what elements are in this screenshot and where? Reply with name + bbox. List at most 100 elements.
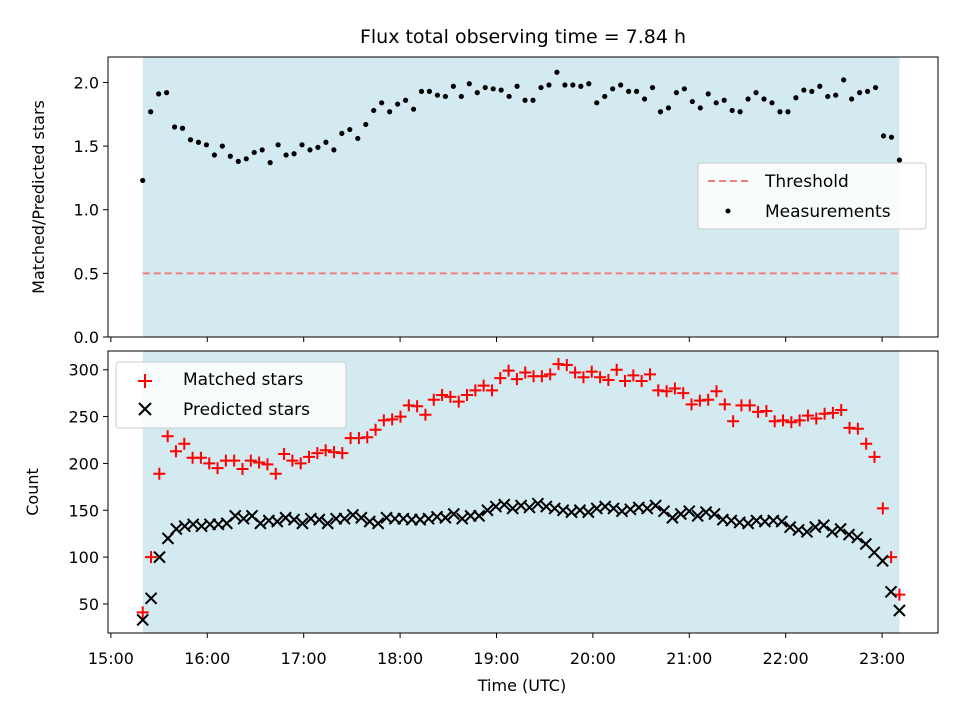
measurement-point: [817, 83, 823, 89]
predicted-star-point: [683, 504, 696, 518]
matched-star-point: [461, 389, 474, 402]
predicted-star-point: [666, 511, 679, 524]
measurement-point: [450, 83, 456, 89]
x-tick-label: 19:00: [473, 649, 519, 668]
predicted-star-point: [582, 505, 595, 519]
matched-star-point: [278, 448, 291, 461]
matched-star-point: [145, 551, 158, 564]
measurement-point: [849, 96, 855, 102]
measurement-point: [203, 142, 210, 148]
measurement-point: [395, 101, 401, 107]
matched-star-point: [643, 368, 656, 381]
matched-star-point: [718, 398, 731, 411]
measurement-point: [689, 98, 695, 105]
predicted-star-point: [741, 517, 755, 530]
measurement-point: [562, 82, 568, 88]
matched-star-point: [677, 387, 690, 400]
measurement-point: [211, 152, 217, 158]
predicted-star-point: [472, 509, 486, 523]
x-tick-label: 23:00: [859, 649, 905, 668]
legend-matched-swatch: [138, 374, 152, 388]
measurement-point: [530, 97, 536, 103]
matched-star-point: [635, 374, 648, 387]
measurement-point: [880, 133, 887, 139]
measurement-point: [626, 88, 632, 94]
measurement-point: [769, 100, 775, 106]
matched-star-point: [253, 456, 266, 469]
measurement-point: [179, 125, 186, 131]
top-legend: Threshold Measurements: [697, 162, 927, 230]
measurement-point: [458, 93, 464, 100]
matched-star-point: [535, 370, 548, 383]
measurement-point: [267, 160, 273, 166]
measurement-point: [721, 97, 727, 103]
predicted-star-point: [825, 525, 839, 539]
top-y-axis-label: Matched/Predicted stars: [29, 100, 48, 294]
matched-star-point: [336, 447, 349, 460]
measurement-point: [187, 137, 194, 143]
matched-star-point: [560, 359, 573, 372]
measurement-point: [442, 93, 448, 100]
measurement-point: [363, 121, 369, 128]
measurement-point: [148, 109, 154, 115]
matched-star-point: [835, 404, 848, 417]
measurement-point: [379, 100, 385, 106]
matched-star-point: [161, 430, 174, 443]
matched-star-point: [361, 431, 374, 444]
y-tick-label: 250: [68, 408, 99, 427]
measurement-point: [140, 177, 146, 184]
matched-star-point: [793, 414, 806, 427]
matched-star-point: [785, 416, 798, 429]
predicted-star-point: [607, 502, 620, 515]
matched-star-point: [411, 400, 424, 413]
measurement-point: [506, 93, 512, 100]
predicted-star-point: [851, 531, 864, 544]
measurement-point: [872, 84, 879, 91]
predicted-star-point: [674, 507, 688, 521]
panel-counts: 50 100 150 200 250 300 15:00 16:00 17:00 18:00 19…: [23, 350, 939, 695]
x-tick-label: 16:00: [184, 649, 230, 668]
measurement-point: [570, 82, 576, 88]
matched-star-point: [178, 437, 191, 450]
measurement-point: [809, 88, 815, 94]
y-tick-label: 300: [68, 361, 99, 380]
measurement-point: [291, 151, 297, 157]
matched-star-point: [801, 409, 814, 422]
measurement-point: [235, 158, 241, 164]
measurement-point: [227, 153, 233, 159]
measurement-point: [641, 96, 648, 102]
y-tick-label: 0.5: [74, 264, 99, 283]
y-tick-label: 150: [68, 501, 99, 520]
measurement-point: [888, 134, 895, 140]
matched-star-point: [502, 364, 515, 377]
chart-title: Flux total observing time = 7.84 h: [360, 26, 686, 48]
predicted-star-point: [237, 512, 250, 525]
predicted-star-point: [254, 517, 267, 530]
measurement-point: [785, 109, 791, 115]
measurement-point: [402, 97, 409, 103]
predicted-star-points: [136, 497, 906, 627]
measurement-point: [426, 88, 433, 94]
matched-star-point: [702, 393, 715, 406]
measurement-point: [259, 147, 265, 153]
matched-star-point: [577, 371, 590, 384]
predicted-star-point: [834, 522, 847, 536]
predicted-star-point: [708, 507, 721, 521]
predicted-star-point: [481, 504, 494, 517]
measurement-point: [522, 97, 528, 103]
matched-star-point: [760, 404, 773, 417]
matched-star-point: [261, 458, 274, 471]
predicted-star-point: [817, 519, 830, 532]
measurement-point: [156, 91, 162, 97]
predicted-star-point: [287, 513, 301, 526]
measurement-point: [546, 82, 552, 88]
x-tick-label: 15:00: [88, 649, 134, 668]
measurement-point: [164, 90, 170, 96]
matched-star-point: [610, 363, 623, 376]
predicted-star-point: [228, 509, 242, 523]
x-tick-label: 17:00: [281, 649, 327, 668]
measurement-points: [140, 69, 903, 184]
predicted-star-point: [439, 511, 452, 524]
matched-star-point: [444, 390, 457, 403]
